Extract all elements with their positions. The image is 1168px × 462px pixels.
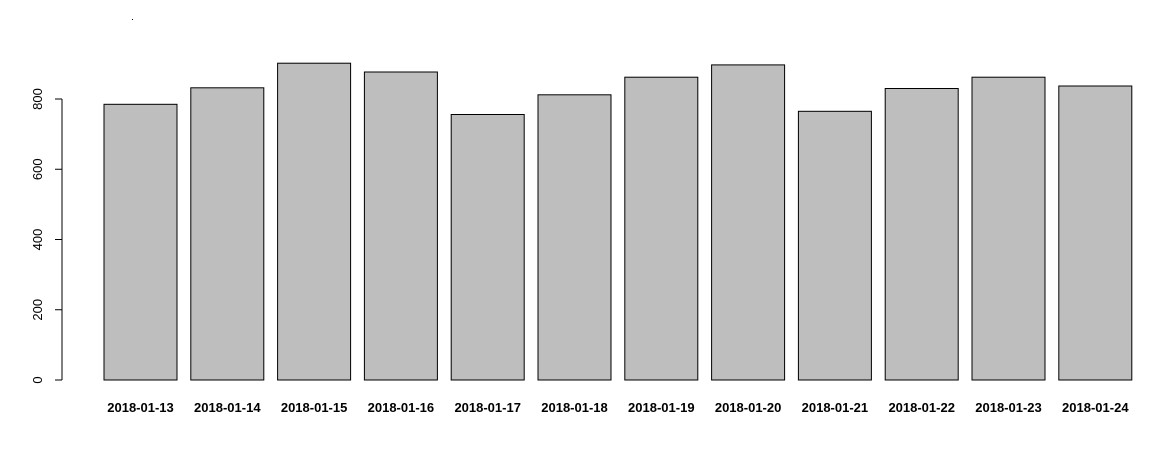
x-tick-label: 2018-01-19	[628, 400, 695, 415]
x-tick-label: 2018-01-23	[975, 400, 1042, 415]
bar	[537, 94, 612, 381]
x-axis-labels: 2018-01-13 2018-01-14 2018-01-15 2018-01-16…	[107, 400, 1129, 415]
bar	[1058, 85, 1133, 381]
y-tick-label: 0	[30, 376, 45, 383]
bar	[797, 110, 872, 381]
y-tick-label: 400	[30, 229, 45, 251]
x-tick-label: 2018-01-22	[888, 400, 955, 415]
y-tick-label: 200	[30, 299, 45, 321]
y-tick-label: 800	[30, 88, 45, 110]
bar	[971, 76, 1046, 381]
bar	[450, 114, 525, 381]
x-tick-label: 2018-01-21	[802, 400, 869, 415]
y-tick-label: 600	[30, 158, 45, 180]
bar	[277, 62, 352, 381]
x-tick-label: 2018-01-17	[454, 400, 521, 415]
bar	[190, 87, 265, 381]
bar	[711, 64, 786, 381]
bar	[103, 103, 178, 381]
bars	[103, 62, 1133, 381]
bar	[884, 88, 959, 381]
x-tick-label: 2018-01-16	[368, 400, 435, 415]
bar	[624, 76, 699, 381]
x-tick-label: 2018-01-20	[715, 400, 782, 415]
x-tick-label: 2018-01-24	[1062, 400, 1129, 415]
x-tick-label: 2018-01-18	[541, 400, 608, 415]
x-tick-label: 2018-01-13	[107, 400, 174, 415]
bar	[363, 71, 438, 381]
stray-dot	[132, 19, 133, 20]
x-tick-label: 2018-01-14	[194, 400, 261, 415]
x-tick-label: 2018-01-15	[281, 400, 348, 415]
y-axis: 0 200 400 600 800	[30, 88, 63, 384]
